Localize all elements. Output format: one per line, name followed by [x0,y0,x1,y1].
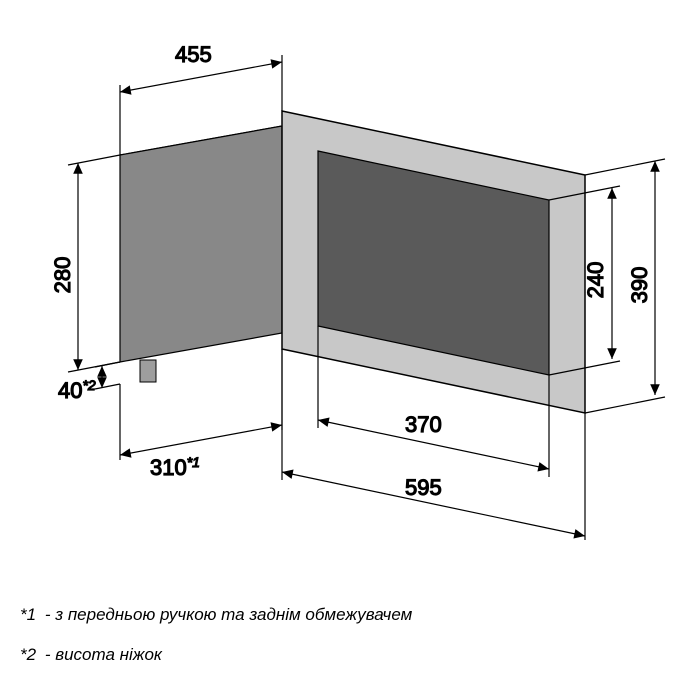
dim-feet-height: 40 [58,378,82,403]
front-panel [282,111,585,413]
footnote-2-key: *2 [20,645,37,664]
footnote-1-key: *1 [20,605,36,624]
dim-inner-height: 240 [583,262,608,299]
svg-text:*2 - висота ніжок: *2 - висота ніжок [20,645,163,664]
feet [140,360,156,382]
dim-depth-bottom-sup: *1 [187,454,200,470]
svg-text:40*2: 40*2 [58,377,96,403]
svg-text:310*1: 310*1 [150,454,200,480]
dim-inner-width: 370 [405,412,442,437]
footnote-1-text: - з передньою ручкою та заднім обмежувач… [45,605,413,624]
footnotes: *1 - з передньою ручкою та заднім обмежу… [20,605,413,664]
svg-text:*1 - з передньою ручкою: *1 - з передньою ручкою та заднім обмежу… [20,605,413,624]
dim-depth-bottom: 310 [150,455,187,480]
dimension-drawing: 455 280 40*2 310*1 370 595 240 [0,0,700,700]
dim-depth-top: 455 [175,42,212,67]
dim-front-width: 595 [405,475,442,500]
dim-front-height: 390 [627,267,652,304]
dim-left-height: 280 [50,257,75,294]
footnote-2-text: - висота ніжок [45,645,163,664]
dim-feet-sup: *2 [82,377,95,393]
